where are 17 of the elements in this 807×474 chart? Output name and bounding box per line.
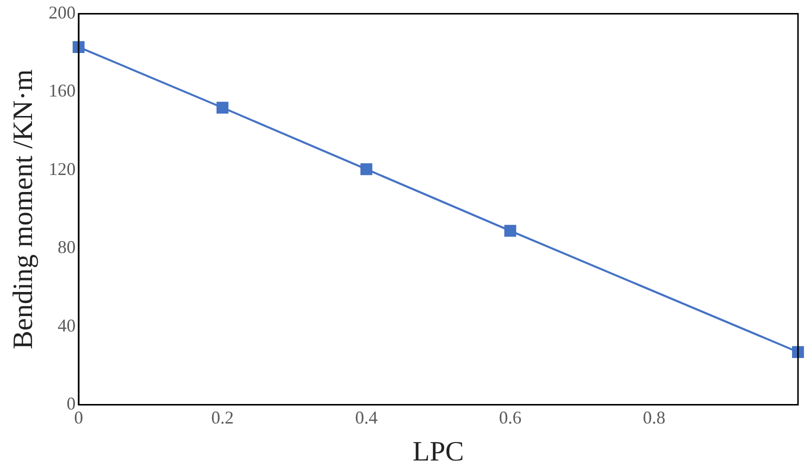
point [792,346,804,358]
y-tick-label: 200 [48,2,76,23]
y-tick-label: 80 [58,237,76,258]
y-tick-label: 0 [66,394,76,414]
point [216,102,228,114]
x-tick-label: 0.6 [498,407,522,428]
y-tick-label: 120 [48,158,76,179]
point [360,163,372,176]
y-tick-label: 40 [58,315,76,336]
y-tick-label: 160 [48,80,76,101]
point [504,224,516,237]
x-tick-label: 0.4 [355,407,378,428]
x-axis-title: LPC [412,436,464,468]
x-tick-label: 0.8 [642,407,666,428]
x-tick-label: 0.2 [211,407,234,428]
point [72,41,85,53]
y-axis-title: Bending moment /KN·m [8,69,40,350]
